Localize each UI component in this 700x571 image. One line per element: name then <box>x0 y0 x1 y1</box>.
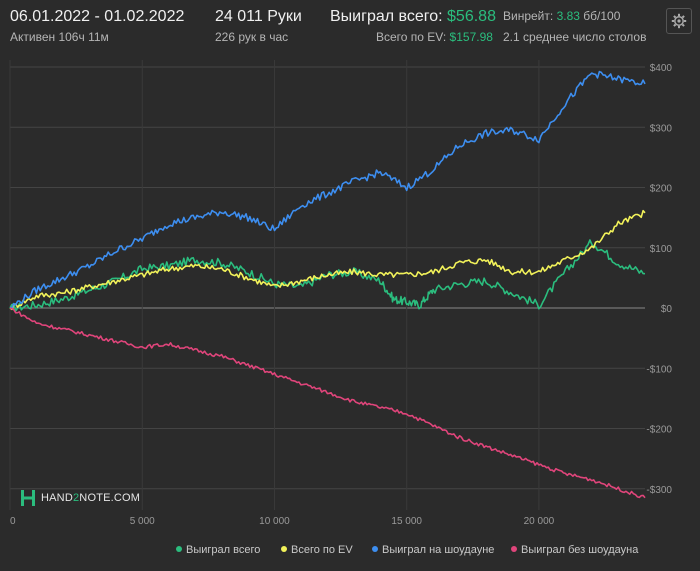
y-tick-label: $100 <box>650 244 673 255</box>
ev-total-value: $157.98 <box>449 30 493 44</box>
ev-total-label: Всего по EV: <box>376 30 447 44</box>
hands-per-hour: 226 рук в час <box>215 30 289 44</box>
y-tick-label: -$100 <box>646 364 672 375</box>
winrate-value: 3.83 <box>556 9 580 23</box>
legend-dot <box>176 546 182 553</box>
hands-count: 24 011 Руки <box>215 8 302 25</box>
y-tick-label: $400 <box>650 63 673 74</box>
avg-tables: 2.1 среднее число столов <box>503 30 647 44</box>
legend-dot <box>281 546 287 553</box>
legend-label: Выиграл всего <box>186 544 261 556</box>
y-tick-label: $300 <box>650 123 673 134</box>
chart-grid <box>9 60 645 510</box>
gear-icon[interactable] <box>666 8 692 34</box>
hand2note-logo: HAND2NOTE.COM <box>20 488 140 508</box>
winrate-label: Винрейт: <box>503 9 554 23</box>
y-tick-label: $200 <box>650 184 673 195</box>
series-line-1 <box>9 209 646 311</box>
won-total-value: $56.88 <box>447 8 496 25</box>
active-time: Активен 106ч 11м <box>10 30 109 44</box>
legend-label: Выиграл без шоудауна <box>521 544 639 556</box>
x-tick-label: 10 000 <box>259 516 290 527</box>
date-range: 06.01.2022 - 01.02.2022 <box>10 8 185 25</box>
series-line-3 <box>9 307 646 499</box>
legend-dot <box>372 546 378 553</box>
x-axis-labels: 0 5 000 10 000 15 000 20 000 <box>10 516 555 527</box>
legend-item[interactable]: Выиграл без шоудауна <box>511 544 638 556</box>
legend-label: Выиграл на шоудауне <box>382 544 495 556</box>
x-tick-label: 5 000 <box>130 516 155 527</box>
legend-item[interactable]: Всего по EV <box>281 544 353 556</box>
y-tick-label: -$300 <box>646 485 672 496</box>
won-total-label: Выиграл всего: <box>330 8 443 25</box>
ev-total: Всего по EV: $157.98 <box>376 30 493 44</box>
winrate-unit: бб/100 <box>583 9 621 23</box>
series-line-2 <box>9 70 646 309</box>
legend-item[interactable]: Выиграл на шоудауне <box>372 544 494 556</box>
y-axis-labels: $400 $300 $200 $100 $0 -$100 -$200 -$300 <box>646 63 672 496</box>
chart-lines <box>9 70 646 499</box>
hand2note-logo-icon <box>20 489 36 507</box>
profit-chart: $400 $300 $200 $100 $0 -$100 -$200 -$300 0 5 000… <box>9 60 672 527</box>
x-tick-label: 0 <box>10 516 16 527</box>
winrate: Винрейт: 3.83 бб/100 <box>503 9 620 23</box>
series-line-0 <box>9 239 646 312</box>
y-tick-label: $0 <box>661 304 673 315</box>
legend-dot <box>511 546 517 553</box>
gear-icon-glyph <box>671 13 687 29</box>
legend-item[interactable]: Выиграл всего <box>176 544 260 556</box>
x-tick-label: 15 000 <box>391 516 422 527</box>
legend-label: Всего по EV <box>291 544 353 556</box>
x-tick-label: 20 000 <box>524 516 555 527</box>
chart-legend: Выиграл всего Всего по EV Выиграл на шоуда… <box>0 544 700 562</box>
y-tick-label: -$200 <box>646 425 672 436</box>
stats-header: 06.01.2022 - 01.02.2022 Активен 106ч 11м… <box>0 0 700 50</box>
won-total: Выиграл всего: $56.88 <box>330 8 496 26</box>
hand2note-logo-text: HAND2NOTE.COM <box>41 492 141 504</box>
